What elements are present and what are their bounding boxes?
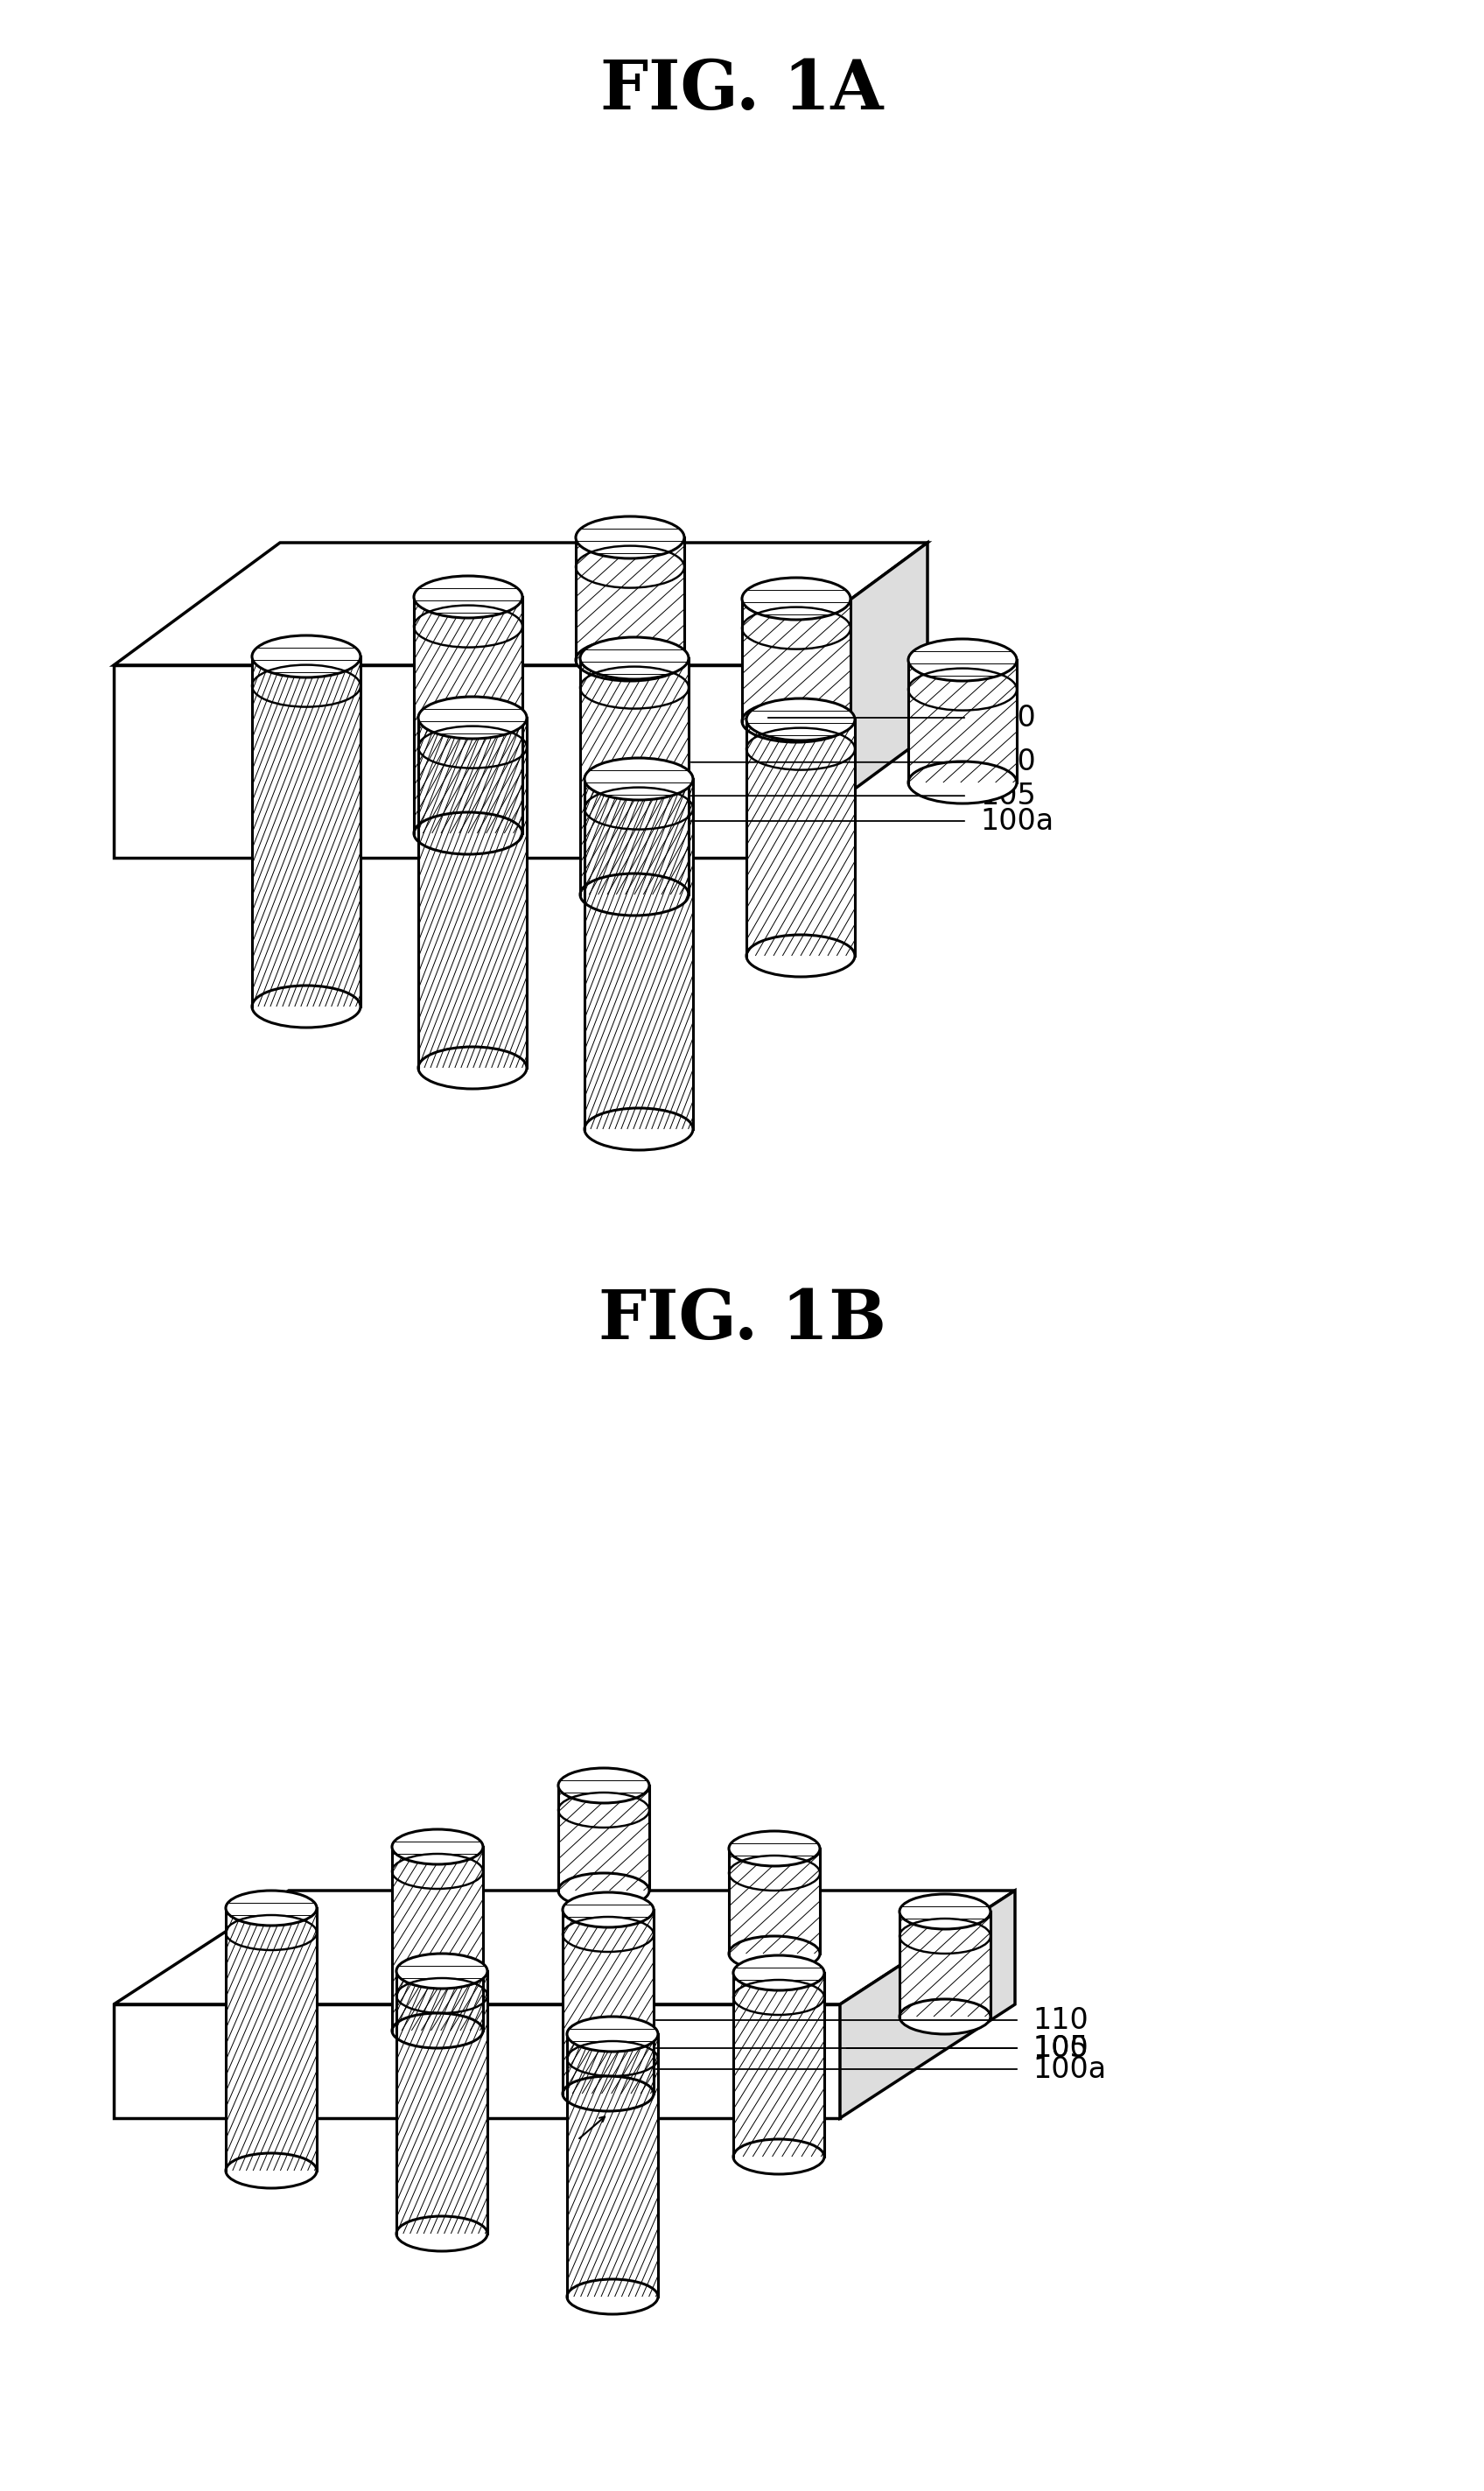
Text: FIG. 1B: FIG. 1B xyxy=(598,1288,886,1353)
Ellipse shape xyxy=(899,1893,990,1928)
Text: 110: 110 xyxy=(979,747,1036,777)
Polygon shape xyxy=(899,1911,990,2018)
Ellipse shape xyxy=(226,2152,316,2187)
Polygon shape xyxy=(252,658,361,1006)
Ellipse shape xyxy=(567,2018,657,2053)
Ellipse shape xyxy=(418,1046,527,1089)
Text: FIG. 1A: FIG. 1A xyxy=(601,57,883,125)
Ellipse shape xyxy=(414,575,522,618)
Ellipse shape xyxy=(746,934,855,976)
Polygon shape xyxy=(908,660,1017,782)
Polygon shape xyxy=(576,538,684,660)
Ellipse shape xyxy=(562,2075,653,2112)
Ellipse shape xyxy=(729,1831,819,1866)
Ellipse shape xyxy=(746,697,855,740)
Polygon shape xyxy=(114,1891,1015,2005)
Ellipse shape xyxy=(742,700,850,742)
Ellipse shape xyxy=(558,1873,650,1908)
Polygon shape xyxy=(733,1973,824,2157)
Ellipse shape xyxy=(567,2279,657,2314)
Ellipse shape xyxy=(585,757,693,800)
Ellipse shape xyxy=(908,762,1017,805)
Text: 105: 105 xyxy=(979,782,1036,810)
Ellipse shape xyxy=(226,1891,316,1926)
Polygon shape xyxy=(392,1846,482,2030)
Ellipse shape xyxy=(558,1769,650,1803)
Ellipse shape xyxy=(899,2000,990,2035)
Text: 100a: 100a xyxy=(979,807,1054,834)
Ellipse shape xyxy=(742,578,850,620)
Polygon shape xyxy=(396,1970,487,2234)
Polygon shape xyxy=(114,543,928,665)
Polygon shape xyxy=(562,1911,653,2092)
Text: 100a: 100a xyxy=(1033,2055,1106,2082)
Ellipse shape xyxy=(392,2013,482,2048)
Polygon shape xyxy=(558,1786,650,1891)
Polygon shape xyxy=(114,2005,840,2117)
Ellipse shape xyxy=(580,874,689,917)
Ellipse shape xyxy=(396,1953,487,1988)
Ellipse shape xyxy=(562,1893,653,1928)
Ellipse shape xyxy=(576,516,684,558)
Polygon shape xyxy=(729,1848,819,1953)
Polygon shape xyxy=(840,1891,1015,2117)
Text: 100: 100 xyxy=(979,702,1036,732)
Ellipse shape xyxy=(733,1955,824,1990)
Text: 100: 100 xyxy=(1033,2033,1088,2063)
Polygon shape xyxy=(418,717,527,1069)
Ellipse shape xyxy=(733,2140,824,2175)
Polygon shape xyxy=(761,543,928,857)
Text: 105: 105 xyxy=(1033,2033,1088,2063)
Ellipse shape xyxy=(418,697,527,740)
Ellipse shape xyxy=(392,1828,482,1863)
Polygon shape xyxy=(114,665,761,857)
Polygon shape xyxy=(746,720,855,957)
Polygon shape xyxy=(580,658,689,894)
Ellipse shape xyxy=(252,635,361,678)
Polygon shape xyxy=(226,1908,316,2170)
Ellipse shape xyxy=(576,640,684,680)
Text: 110: 110 xyxy=(1033,2005,1088,2035)
Polygon shape xyxy=(742,598,850,722)
Ellipse shape xyxy=(729,1936,819,1970)
Ellipse shape xyxy=(585,1108,693,1151)
Ellipse shape xyxy=(252,986,361,1029)
Ellipse shape xyxy=(908,640,1017,680)
Ellipse shape xyxy=(580,638,689,680)
Polygon shape xyxy=(414,598,522,834)
Ellipse shape xyxy=(396,2217,487,2252)
Ellipse shape xyxy=(414,812,522,854)
Text: A: A xyxy=(613,2100,631,2127)
Polygon shape xyxy=(585,780,693,1128)
Polygon shape xyxy=(567,2035,657,2297)
